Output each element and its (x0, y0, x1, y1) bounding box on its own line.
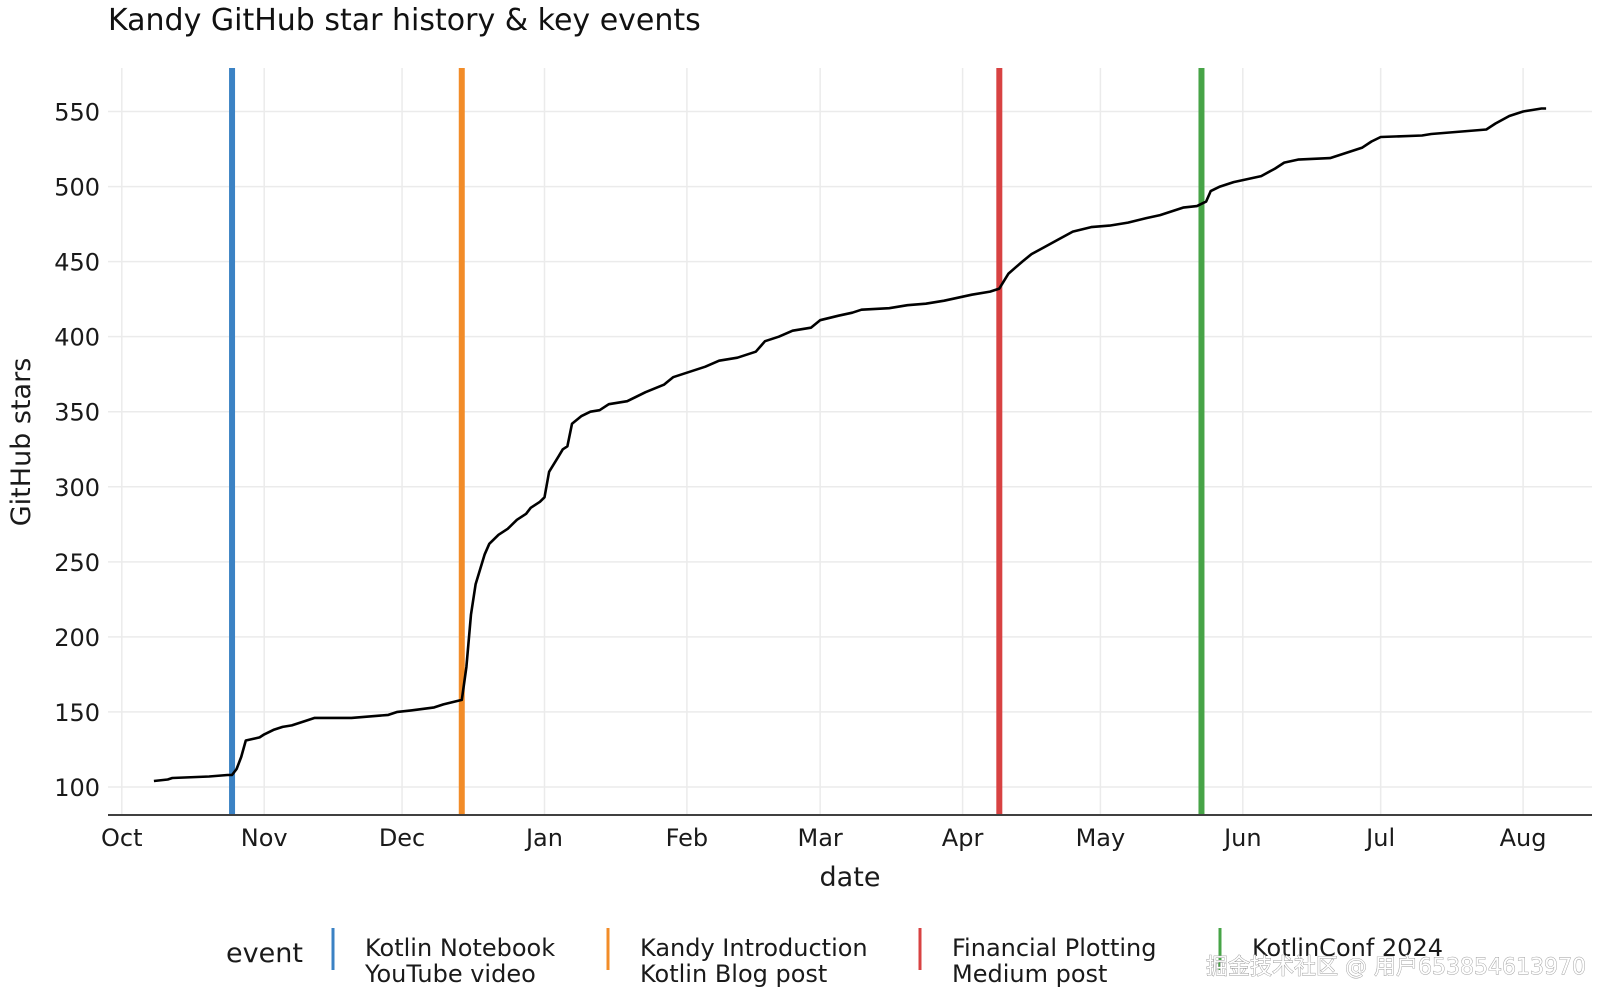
y-tick-label: 250 (54, 549, 100, 577)
x-tick-label: Nov (241, 824, 288, 852)
x-axis-title: date (820, 862, 881, 893)
y-tick-label: 450 (54, 249, 100, 277)
legend-label-line2: Medium post (952, 960, 1107, 988)
legend-label-line1: Kandy Introduction (640, 934, 868, 962)
axis-layer: 100 150 200 250 300 350 400 450 500 550 Oct Nov Dec J… (54, 99, 1592, 852)
y-tick-label: 300 (54, 474, 100, 502)
series-layer (153, 107, 1547, 783)
legend-title: event (226, 938, 303, 969)
chart-title: Kandy GitHub star history & key events (108, 3, 701, 38)
y-tick-label: 400 (54, 324, 100, 352)
y-tick-label: 550 (54, 99, 100, 127)
x-tick-label: Aug (1500, 824, 1547, 852)
y-tick-label: 100 (54, 774, 100, 802)
event-lines (229, 68, 1205, 814)
x-tick-label: Jun (1222, 824, 1262, 852)
x-tick-label: Oct (101, 824, 143, 852)
legend-label-line1: KotlinConf 2024 (1252, 934, 1443, 962)
star-history-line (153, 107, 1547, 783)
x-tick-label: Dec (379, 824, 425, 852)
watermark: 掘金技术社区 @ 用户653854613970 (1206, 955, 1586, 980)
y-axis-title: GitHub stars (6, 358, 37, 527)
x-tick-label: Apr (942, 824, 984, 852)
legend-label-line2: Kotlin Blog post (640, 960, 827, 988)
y-tick-label: 500 (54, 174, 100, 202)
y-tick-label: 150 (54, 699, 100, 727)
x-tick-label: Jan (524, 824, 563, 852)
legend-label-line1: Kotlin Notebook (365, 934, 555, 962)
y-tick-label: 350 (54, 399, 100, 427)
legend-label-line1: Financial Plotting (952, 934, 1156, 962)
x-tick-label: Mar (797, 824, 842, 852)
y-tick-label: 200 (54, 624, 100, 652)
x-tick-label: Jul (1364, 824, 1395, 852)
x-tick-label: May (1076, 824, 1126, 852)
legend-label-line2: YouTube video (364, 960, 536, 988)
grid-layer (108, 68, 1592, 814)
x-tick-label: Feb (666, 824, 709, 852)
